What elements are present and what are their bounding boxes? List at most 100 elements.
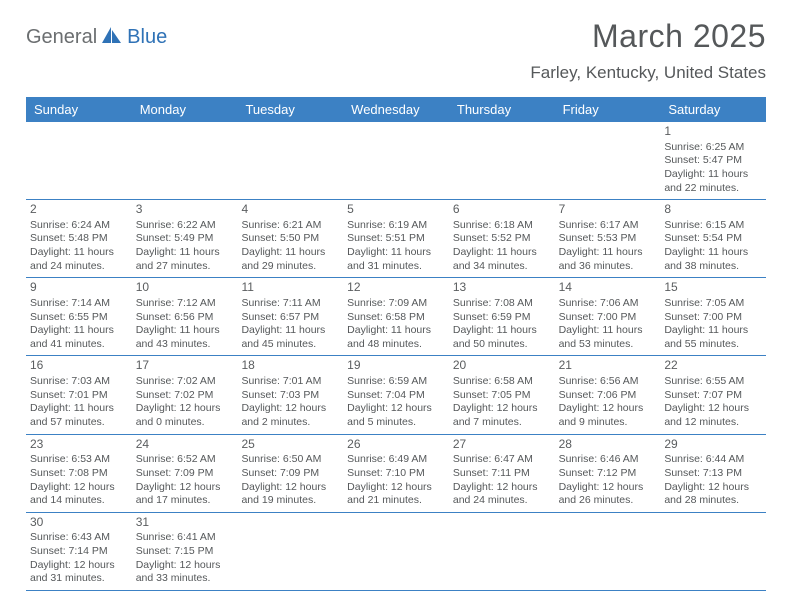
day-day1: Daylight: 11 hours <box>453 324 551 338</box>
day-number: 24 <box>136 437 234 453</box>
day-number: 11 <box>241 280 339 296</box>
day-day2: and 41 minutes. <box>30 338 128 352</box>
day-sunset: Sunset: 7:05 PM <box>453 389 551 403</box>
day-cell: 11Sunrise: 7:11 AMSunset: 6:57 PMDayligh… <box>237 278 343 355</box>
empty-cell <box>237 122 343 199</box>
day-day1: Daylight: 12 hours <box>136 559 234 573</box>
day-number: 5 <box>347 202 445 218</box>
day-number: 6 <box>453 202 551 218</box>
day-day1: Daylight: 12 hours <box>30 559 128 573</box>
day-sunset: Sunset: 5:50 PM <box>241 232 339 246</box>
day-number: 10 <box>136 280 234 296</box>
day-sunrise: Sunrise: 6:50 AM <box>241 453 339 467</box>
day-cell: 9Sunrise: 7:14 AMSunset: 6:55 PMDaylight… <box>26 278 132 355</box>
day-number: 23 <box>30 437 128 453</box>
day-number: 19 <box>347 358 445 374</box>
day-sunrise: Sunrise: 7:02 AM <box>136 375 234 389</box>
day-sunset: Sunset: 7:01 PM <box>30 389 128 403</box>
empty-cell <box>449 122 555 199</box>
day-day1: Daylight: 11 hours <box>559 324 657 338</box>
day-sunrise: Sunrise: 7:12 AM <box>136 297 234 311</box>
day-cell: 17Sunrise: 7:02 AMSunset: 7:02 PMDayligh… <box>132 356 238 433</box>
day-sunrise: Sunrise: 7:08 AM <box>453 297 551 311</box>
logo: General Blue <box>26 26 167 49</box>
day-sunset: Sunset: 5:52 PM <box>453 232 551 246</box>
day-day1: Daylight: 12 hours <box>347 402 445 416</box>
day-header-row: SundayMondayTuesdayWednesdayThursdayFrid… <box>26 97 766 122</box>
day-day2: and 57 minutes. <box>30 416 128 430</box>
title-block: March 2025 Farley, Kentucky, United Stat… <box>530 18 766 83</box>
day-day1: Daylight: 11 hours <box>347 246 445 260</box>
month-title: March 2025 <box>530 18 766 55</box>
day-day1: Daylight: 12 hours <box>664 402 762 416</box>
day-day1: Daylight: 11 hours <box>347 324 445 338</box>
day-day2: and 28 minutes. <box>664 494 762 508</box>
day-sunrise: Sunrise: 6:18 AM <box>453 219 551 233</box>
empty-cell <box>343 513 449 590</box>
day-day1: Daylight: 11 hours <box>664 246 762 260</box>
day-day2: and 43 minutes. <box>136 338 234 352</box>
day-sunset: Sunset: 7:09 PM <box>136 467 234 481</box>
day-number: 16 <box>30 358 128 374</box>
day-day1: Daylight: 11 hours <box>136 324 234 338</box>
day-header: Tuesday <box>237 97 343 122</box>
day-cell: 15Sunrise: 7:05 AMSunset: 7:00 PMDayligh… <box>660 278 766 355</box>
sail-icon <box>101 26 123 49</box>
day-number: 28 <box>559 437 657 453</box>
day-header: Sunday <box>26 97 132 122</box>
day-cell: 27Sunrise: 6:47 AMSunset: 7:11 PMDayligh… <box>449 435 555 512</box>
day-sunset: Sunset: 7:08 PM <box>30 467 128 481</box>
day-sunrise: Sunrise: 6:47 AM <box>453 453 551 467</box>
day-number: 31 <box>136 515 234 531</box>
day-cell: 4Sunrise: 6:21 AMSunset: 5:50 PMDaylight… <box>237 200 343 277</box>
day-sunset: Sunset: 7:09 PM <box>241 467 339 481</box>
day-day1: Daylight: 12 hours <box>30 481 128 495</box>
day-day1: Daylight: 12 hours <box>559 402 657 416</box>
day-number: 25 <box>241 437 339 453</box>
day-number: 20 <box>453 358 551 374</box>
day-day2: and 36 minutes. <box>559 260 657 274</box>
day-cell: 5Sunrise: 6:19 AMSunset: 5:51 PMDaylight… <box>343 200 449 277</box>
day-day1: Daylight: 11 hours <box>664 168 762 182</box>
empty-cell <box>237 513 343 590</box>
day-number: 22 <box>664 358 762 374</box>
day-number: 14 <box>559 280 657 296</box>
day-day1: Daylight: 12 hours <box>559 481 657 495</box>
week-row: 30Sunrise: 6:43 AMSunset: 7:14 PMDayligh… <box>26 513 766 591</box>
day-cell: 21Sunrise: 6:56 AMSunset: 7:06 PMDayligh… <box>555 356 661 433</box>
day-sunset: Sunset: 6:59 PM <box>453 311 551 325</box>
week-row: 16Sunrise: 7:03 AMSunset: 7:01 PMDayligh… <box>26 356 766 434</box>
day-day1: Daylight: 12 hours <box>453 481 551 495</box>
day-number: 15 <box>664 280 762 296</box>
day-sunrise: Sunrise: 6:41 AM <box>136 531 234 545</box>
day-day2: and 55 minutes. <box>664 338 762 352</box>
empty-cell <box>555 122 661 199</box>
day-day2: and 27 minutes. <box>136 260 234 274</box>
day-day2: and 29 minutes. <box>241 260 339 274</box>
day-number: 26 <box>347 437 445 453</box>
day-number: 7 <box>559 202 657 218</box>
day-sunrise: Sunrise: 6:43 AM <box>30 531 128 545</box>
day-day2: and 12 minutes. <box>664 416 762 430</box>
day-header: Saturday <box>660 97 766 122</box>
day-sunset: Sunset: 7:03 PM <box>241 389 339 403</box>
day-header: Wednesday <box>343 97 449 122</box>
day-number: 3 <box>136 202 234 218</box>
day-sunrise: Sunrise: 7:11 AM <box>241 297 339 311</box>
day-day2: and 50 minutes. <box>453 338 551 352</box>
day-sunrise: Sunrise: 7:05 AM <box>664 297 762 311</box>
day-day2: and 31 minutes. <box>30 572 128 586</box>
day-day1: Daylight: 11 hours <box>559 246 657 260</box>
day-day2: and 7 minutes. <box>453 416 551 430</box>
day-day2: and 24 minutes. <box>30 260 128 274</box>
calendar-table: SundayMondayTuesdayWednesdayThursdayFrid… <box>26 97 766 591</box>
day-cell: 29Sunrise: 6:44 AMSunset: 7:13 PMDayligh… <box>660 435 766 512</box>
day-sunrise: Sunrise: 6:19 AM <box>347 219 445 233</box>
day-day2: and 48 minutes. <box>347 338 445 352</box>
day-number: 21 <box>559 358 657 374</box>
day-day2: and 33 minutes. <box>136 572 234 586</box>
day-day1: Daylight: 11 hours <box>136 246 234 260</box>
day-cell: 3Sunrise: 6:22 AMSunset: 5:49 PMDaylight… <box>132 200 238 277</box>
week-row: 2Sunrise: 6:24 AMSunset: 5:48 PMDaylight… <box>26 200 766 278</box>
day-cell: 23Sunrise: 6:53 AMSunset: 7:08 PMDayligh… <box>26 435 132 512</box>
